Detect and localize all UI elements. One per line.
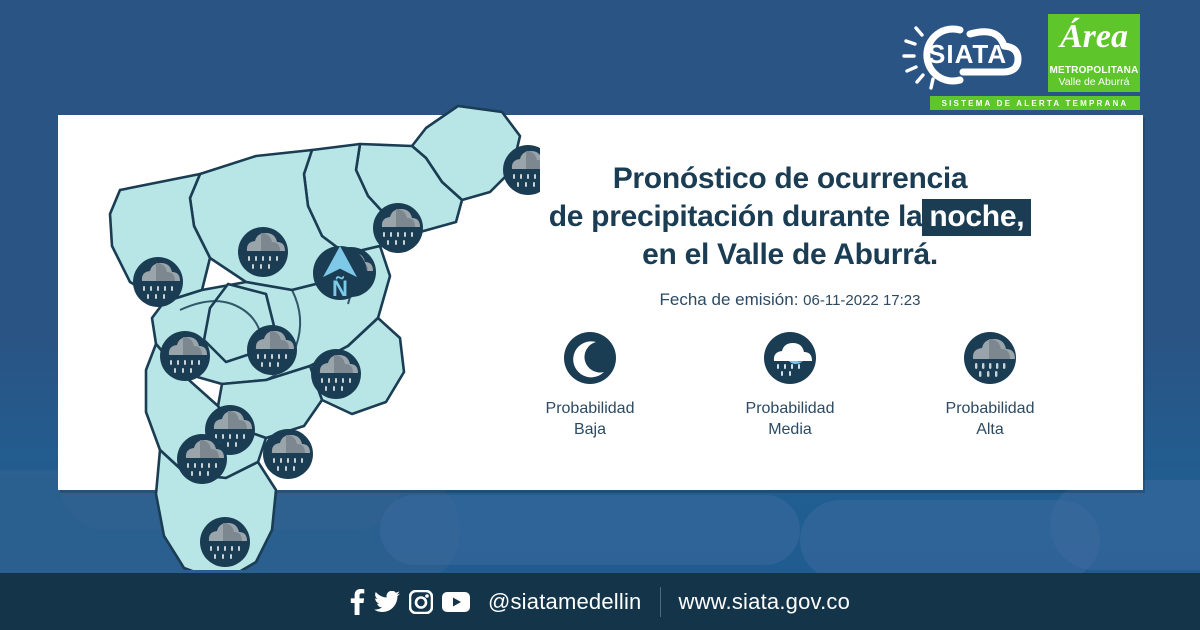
forecast-content: Pronóstico de ocurrencia de precipitació… — [470, 160, 1110, 310]
social-icons — [350, 588, 470, 615]
map-marker[interactable] — [238, 227, 288, 277]
map-marker[interactable] — [373, 203, 423, 253]
emission-date-label: Fecha de emisión: — [659, 290, 799, 309]
area-logo-script: Área — [1060, 18, 1128, 55]
probability-legend: Probabilidad Baja Probabilidad — [490, 330, 1090, 440]
area-logo-line2: Valle de Aburrá — [1058, 76, 1130, 88]
map-marker[interactable] — [263, 429, 313, 479]
background-cloud — [1050, 480, 1200, 570]
page-title: Pronóstico de ocurrencia de precipitació… — [470, 160, 1110, 274]
area-metropolitana-logo: Área METROPOLITANA Valle de Aburrá — [1048, 14, 1140, 92]
siata-logo: SIATA — [898, 14, 1038, 92]
legend-label-alta: Probabilidad Alta — [905, 398, 1075, 440]
compass-arrow-icon — [323, 246, 357, 278]
compass-label: Ñ — [332, 276, 348, 301]
legend-label-baja: Probabilidad Baja — [505, 398, 675, 440]
facebook-icon[interactable] — [350, 588, 365, 615]
legend-baja-line2: Baja — [573, 421, 607, 438]
footer-bar: @siatamedellin www.siata.gov.co — [0, 573, 1200, 630]
emission-date: Fecha de emisión: 06-11-2022 17:23 — [470, 290, 1110, 310]
map-svg — [108, 104, 540, 570]
title-line-1: Pronóstico de ocurrencia — [612, 162, 968, 195]
map-marker[interactable] — [133, 257, 183, 307]
legend-item-media: Probabilidad Media — [705, 330, 875, 440]
legend-media-line2: Media — [768, 421, 812, 438]
map-marker[interactable] — [160, 331, 210, 381]
cloud-rain-moon-icon — [762, 330, 818, 386]
legend-item-baja: Probabilidad Baja — [505, 330, 675, 440]
website-url[interactable]: www.siata.gov.co — [678, 588, 851, 614]
area-logo-line1: METROPOLITANA — [1049, 65, 1139, 76]
valle-de-aburra-map: Ñ — [60, 50, 540, 570]
compass-north-icon: Ñ — [313, 246, 367, 300]
legend-alta-line2: Alta — [976, 421, 1004, 438]
map-marker[interactable] — [200, 517, 250, 567]
background-cloud — [380, 495, 800, 565]
instagram-icon[interactable] — [408, 589, 433, 614]
background-cloud — [800, 500, 1100, 580]
twitter-icon[interactable] — [373, 590, 400, 613]
youtube-icon[interactable] — [441, 591, 470, 612]
alerta-temprana-bar: SISTEMA DE ALERTA TEMPRANA — [930, 96, 1140, 110]
siata-logo-text: SIATA — [928, 39, 1008, 69]
map-marker[interactable] — [177, 434, 227, 484]
title-line-2-text: de precipitación durante la — [548, 200, 923, 233]
social-handle[interactable]: @siatamedellin — [487, 588, 642, 614]
footer-divider — [659, 586, 661, 617]
sun-cloud-icon — [902, 25, 1022, 90]
cloud-heavy-rain-icon — [962, 330, 1018, 386]
legend-alta-line1: Probabilidad — [945, 400, 1035, 417]
legend-item-alta: Probabilidad Alta — [905, 330, 1075, 440]
header-logos: SIATA Área METROPOLITANA Valle de Aburrá — [898, 14, 1140, 92]
legend-media-line1: Probabilidad — [745, 400, 835, 417]
moon-icon — [562, 330, 618, 386]
legend-baja-line1: Probabilidad — [545, 400, 635, 417]
alerta-temprana-text: SISTEMA DE ALERTA TEMPRANA — [941, 98, 1129, 108]
legend-label-media: Probabilidad Media — [705, 398, 875, 440]
title-line-3: en el Valle de Aburrá. — [642, 238, 938, 271]
period-highlight: noche, — [922, 199, 1032, 236]
map-marker[interactable] — [247, 325, 297, 375]
title-line-2: de precipitación durante la noche, — [470, 198, 1110, 236]
map-marker[interactable] — [311, 349, 361, 399]
emission-date-value: 06-11-2022 17:23 — [803, 292, 921, 309]
